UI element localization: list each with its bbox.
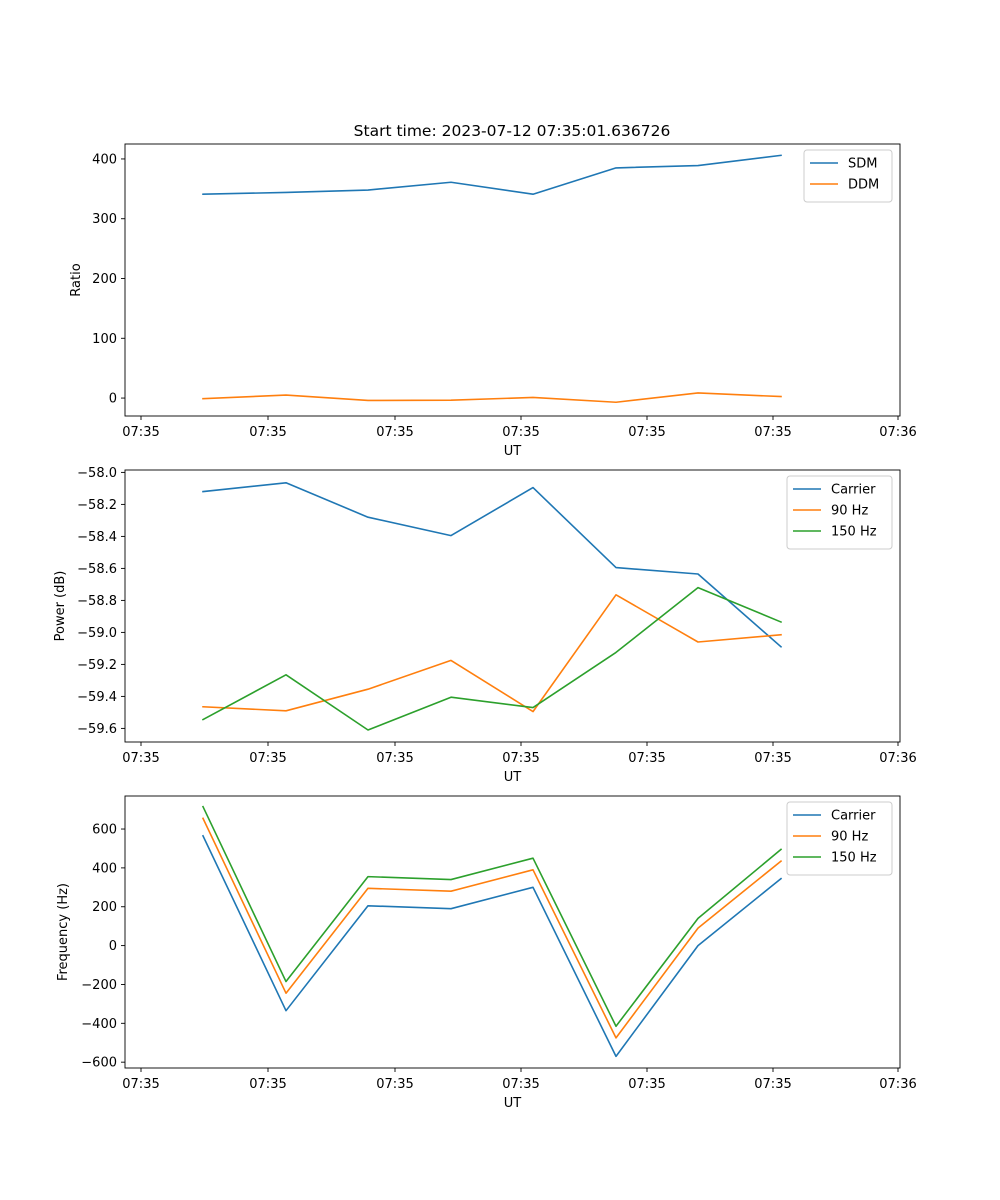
- legend-label: 150 Hz: [831, 851, 877, 866]
- y-axis-label: Power (dB): [53, 571, 68, 642]
- legend-label: Carrier: [831, 809, 876, 824]
- chart-title: Start time: 2023-07-12 07:35:01.636726: [354, 122, 671, 140]
- x-tick-label: 07:35: [122, 1077, 159, 1092]
- x-tick-label: 07:36: [879, 1077, 916, 1092]
- legend-label: 90 Hz: [831, 830, 868, 845]
- panel-2: 07:35 07:35 07:35 07:35 07:35 07:35 07:36 −59.6…: [53, 466, 917, 785]
- y-tick-label: 0: [109, 392, 117, 407]
- axes-frame: [124, 795, 901, 1069]
- y-tick-label: 400: [92, 152, 117, 167]
- y-tick-label: 200: [92, 900, 117, 915]
- y-tick-label: 400: [92, 861, 117, 876]
- y-tick-label: 100: [92, 332, 117, 347]
- x-tick-label: 07:35: [628, 425, 665, 440]
- legend-label: Carrier: [831, 483, 876, 498]
- y-tick-label: −58.0: [77, 466, 117, 481]
- y-tick-label: −58.8: [77, 594, 117, 609]
- y-tick-label: 600: [92, 823, 117, 838]
- y-tick-label: −59.4: [77, 690, 117, 705]
- x-tick-label: 07:36: [879, 751, 916, 766]
- y-tick-label: 0: [109, 939, 117, 954]
- x-tick-label: 07:35: [754, 425, 791, 440]
- y-tick-label: −58.2: [77, 498, 117, 513]
- series-line-sdm: [202, 154, 782, 196]
- legend-label: 150 Hz: [831, 525, 877, 540]
- y-tick-label: −59.2: [77, 658, 117, 673]
- x-tick-label: 07:35: [122, 425, 159, 440]
- x-axis-label: UT: [504, 444, 522, 459]
- legend-label: 90 Hz: [831, 504, 868, 519]
- series-line-150-hz: [201, 586, 783, 731]
- y-tick-label: −58.4: [77, 530, 117, 545]
- x-tick-label: 07:36: [879, 425, 916, 440]
- y-tick-label: −200: [81, 978, 117, 993]
- x-tick-label: 07:35: [502, 751, 539, 766]
- x-tick-label: 07:35: [376, 1077, 413, 1092]
- x-tick-label: 07:35: [502, 1077, 539, 1092]
- x-tick-label: 07:35: [249, 1077, 286, 1092]
- y-tick-label: −59.0: [77, 626, 117, 641]
- y-tick-label: 200: [92, 272, 117, 287]
- x-tick-label: 07:35: [122, 751, 159, 766]
- series-line-carrier: [201, 834, 783, 1058]
- y-tick-label: −400: [81, 1017, 117, 1032]
- x-tick-label: 07:35: [628, 751, 665, 766]
- y-tick-label: −600: [81, 1056, 117, 1071]
- series-line-150-hz: [201, 805, 783, 1028]
- series-line-ddm: [202, 392, 782, 404]
- series-line-carrier: [202, 481, 783, 648]
- y-tick-label: −59.6: [77, 722, 117, 737]
- x-tick-label: 07:35: [628, 1077, 665, 1092]
- series-line-90-hz: [201, 817, 783, 1039]
- x-tick-label: 07:35: [376, 751, 413, 766]
- legend-label: SDM: [848, 157, 877, 172]
- x-tick-label: 07:35: [502, 425, 539, 440]
- x-tick-label: 07:35: [754, 1077, 791, 1092]
- x-tick-label: 07:35: [376, 425, 413, 440]
- y-tick-label: 300: [92, 212, 117, 227]
- y-tick-label: −58.6: [77, 562, 117, 577]
- x-tick-label: 07:35: [249, 425, 286, 440]
- panel-3: 07:35 07:35 07:35 07:35 07:35 07:35 07:36 −600 −…: [56, 795, 917, 1111]
- y-axis-label: Ratio: [69, 263, 84, 296]
- axes-frame: [124, 143, 901, 417]
- series-line-90-hz: [202, 593, 782, 713]
- x-tick-label: 07:35: [249, 751, 286, 766]
- x-axis-label: UT: [504, 1096, 522, 1111]
- axes-frame: [124, 469, 901, 743]
- x-tick-label: 07:35: [754, 751, 791, 766]
- y-axis-label: Frequency (Hz): [56, 883, 71, 981]
- legend-label: DDM: [848, 178, 879, 193]
- panel-1: 07:35 07:35 07:35 07:35 07:35 07:35 07:36 0 100 2…: [69, 143, 917, 459]
- x-axis-label: UT: [504, 770, 522, 785]
